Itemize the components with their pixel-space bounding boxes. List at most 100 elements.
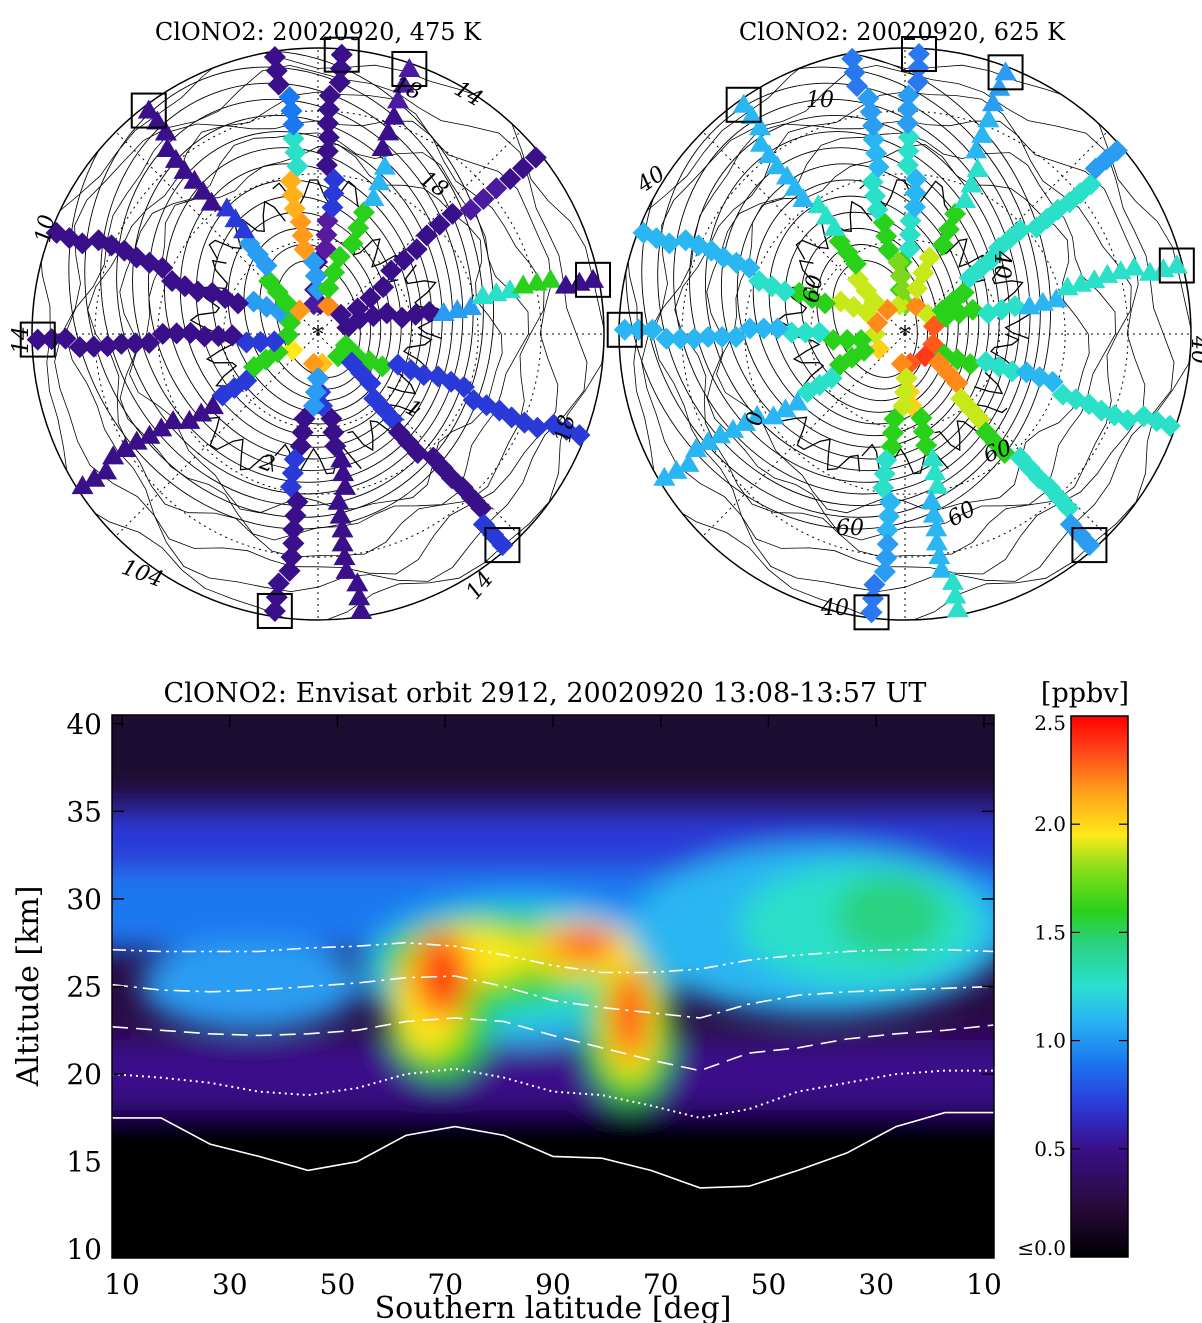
track-3-point-1-0 [372,276,395,299]
track-7-point-4-1 [329,504,352,524]
track-11-point-6-2 [658,232,681,255]
track-7-point-4-1 [922,503,945,523]
track-5-point-5-2 [1090,399,1113,422]
track-9-point-5-2 [125,430,148,450]
track-1-point-5-0 [857,87,880,110]
track-10-start-box [606,311,643,348]
track-10-point-4-1 [711,325,734,348]
track-8-point-3-1 [281,462,304,485]
track-4-point-1-2 [934,305,957,328]
track-2-point-4-1 [377,121,400,141]
y-tick-label-25: 25 [66,971,102,1004]
track-2-point-4-0 [977,108,1000,128]
track-12-point-5-1 [164,148,187,168]
track-0-start-box [323,36,360,73]
track-1-point-1-0 [887,251,910,274]
track-10-point-2-1 [794,321,817,344]
track-1-point-3-1 [281,183,304,206]
track-10-point-6-1 [40,328,63,351]
track-9-point-5-2 [709,424,732,444]
track-0-point-4-0 [897,126,920,149]
track-0-point-5-0 [897,84,920,107]
track-10-point-1-1 [249,330,272,353]
track-4-point-2-2 [391,306,414,329]
track-0-point-3-1 [904,182,927,205]
track-6-point-4-2 [1009,446,1032,469]
track-4-point-6-0 [582,268,605,288]
track-12-point-1-2 [275,292,298,315]
track-9-point-2-2 [820,367,843,390]
x-tick-label-8: 10 [966,1268,1002,1301]
contour-label-6: 40 [820,596,849,621]
track-0-point-6-2 [907,70,930,93]
track-8-point-2-2 [883,407,906,430]
track-7-point-6-1 [348,586,371,606]
track-0-point-4-0 [317,126,340,149]
track-9-point-6-2 [95,460,118,480]
track-8-point-2-1 [291,421,314,444]
track-10-point-3-1 [165,322,188,345]
track-12-point-5-0 [156,137,179,157]
track-4-point-4-1 [485,282,508,302]
track-12-start-box [130,92,167,129]
track-7-point-6-0 [946,598,969,618]
track-2-point-3-2 [954,188,977,208]
track-12-point-2-2 [844,252,867,275]
track-1-point-3-2 [866,198,889,221]
track-7-point-5-0 [930,558,953,578]
track-10-point-2-2 [808,321,831,344]
track-2-point-4-1 [971,123,994,143]
track-8-point-6-0 [860,601,883,624]
track-0-point-2-2 [314,237,337,260]
track-3-point-6-2 [1084,157,1107,180]
track-12-point-3-2 [823,216,846,236]
track-7-point-2-1 [322,421,345,444]
track-0-point-5-2 [316,112,339,135]
track-8-point-2-1 [882,421,905,444]
track-1-point-4-2 [867,156,890,179]
track-8-point-2-2 [293,407,316,430]
curtain-plot-x-label: Southern latitude [deg] [375,1291,732,1323]
track-7-point-3-1 [332,462,355,482]
track-8-start-box [853,594,890,631]
track-2-point-1-2 [317,277,340,300]
track-11-point-5-2 [700,239,723,262]
track-7-point-4-0 [925,517,948,537]
track-10-point-6-0 [26,328,49,351]
y-tick-label-20: 20 [66,1058,102,1091]
track-8-point-4-2 [879,491,902,514]
isentrope-dash-dot-dot [112,941,994,974]
track-1-point-6-2 [267,73,290,96]
track-8-point-5-2 [282,532,305,555]
track-10-point-4-1 [124,332,147,355]
track-6-point-5-2 [451,476,474,499]
track-4-start-box [575,261,612,298]
track-8-point-6-1 [861,587,884,610]
track-8-point-1-1 [304,381,327,404]
track-4-point-5-2 [512,274,535,294]
track-8-point-1-1 [893,381,916,404]
y-tick-label-35: 35 [66,795,102,828]
track-11-point-6-2 [71,232,94,255]
track-10-point-5-2 [683,327,706,350]
track-12-point-2-2 [255,254,278,277]
track-7-point-5-1 [928,545,951,565]
track-10-point-4-2 [724,325,747,348]
track-9-point-3-2 [786,391,809,411]
track-4-point-4-2 [1056,276,1079,296]
track-4-point-4-2 [471,284,494,304]
track-8-point-5-0 [278,559,301,582]
track-8-point-4-0 [282,518,305,541]
colorbar-tick-label-1: 0.5 [1034,1137,1066,1161]
track-1-point-1-0 [302,251,325,274]
track-6-point-6-2 [472,513,495,536]
track-3-point-1-1 [359,286,382,309]
track-0-point-2-2 [898,237,921,260]
track-9-point-5-0 [684,438,707,458]
colorbar-tick-label-0: ≤0.0 [1017,1236,1066,1260]
track-8-point-6-0 [263,599,286,622]
track-0-point-3-2 [903,195,926,218]
track-9-point-2-2 [235,369,258,392]
track-8-point-6-2 [267,572,290,595]
polar-map-625K-tracks: * [606,36,1195,631]
